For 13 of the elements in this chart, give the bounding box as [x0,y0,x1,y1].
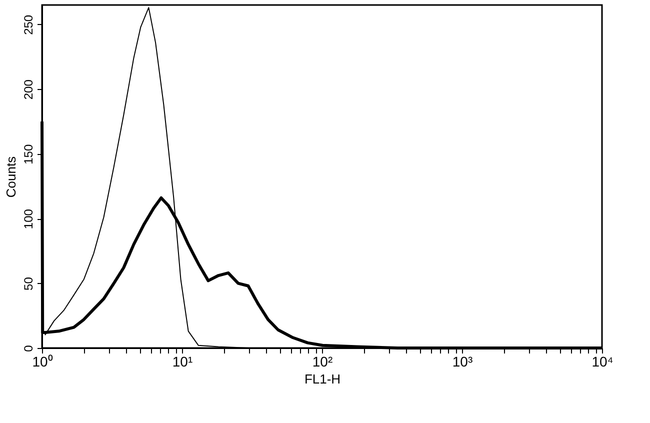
y-tick-label: 100 [22,208,36,230]
y-axis-title: Counts [4,156,18,198]
x-tick-label: 10² [312,354,333,370]
x-tick-label: 10⁰ [32,354,53,370]
y-tick-label: 200 [22,79,36,100]
y-tick-label: 250 [22,14,36,35]
x-tick-label: 10⁴ [592,354,614,370]
x-axis-title: FL1-H [304,372,341,386]
y-tick-label: 0 [22,344,36,352]
x-tick-label: 10³ [452,354,473,370]
y-tick-label: 150 [22,144,36,164]
x-tick-label: 10¹ [172,354,193,370]
y-tick-label: 50 [22,276,36,290]
